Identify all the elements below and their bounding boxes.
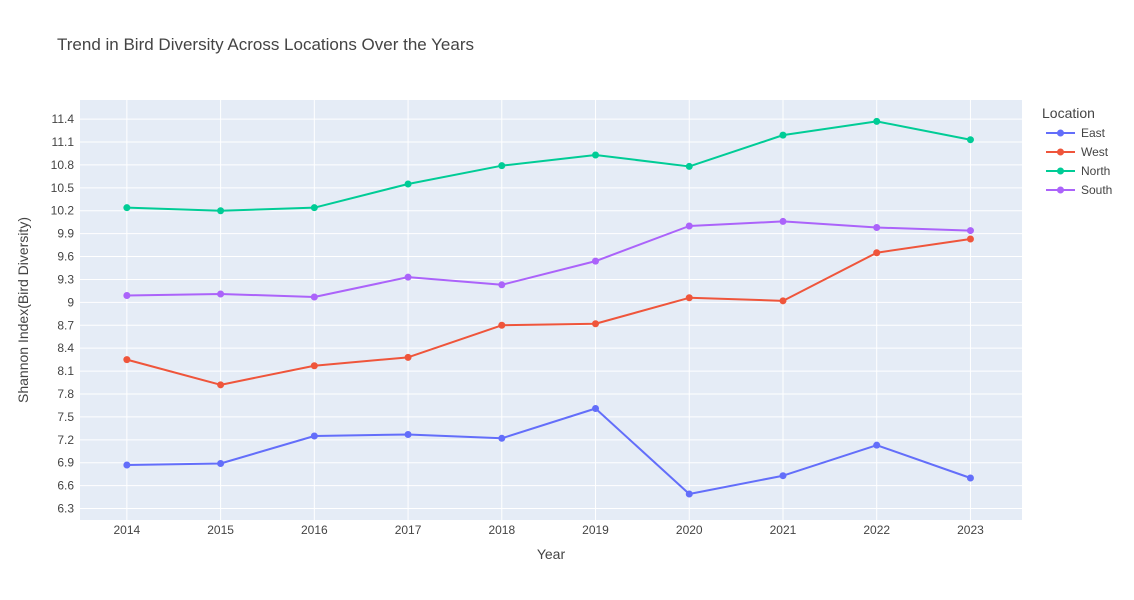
data-point[interactable] bbox=[217, 459, 225, 467]
data-point[interactable] bbox=[217, 207, 225, 215]
data-point[interactable] bbox=[123, 461, 131, 469]
y-tick-label: 8.7 bbox=[57, 318, 74, 332]
legend-item-east[interactable]: East bbox=[1046, 126, 1106, 140]
x-tick-label: 2022 bbox=[863, 523, 890, 537]
data-point[interactable] bbox=[592, 405, 600, 413]
series-south bbox=[123, 217, 974, 301]
data-point[interactable] bbox=[404, 180, 412, 188]
y-tick-label: 7.2 bbox=[57, 433, 74, 447]
x-axis-title: Year bbox=[537, 546, 566, 562]
data-point[interactable] bbox=[966, 235, 974, 243]
data-point[interactable] bbox=[310, 293, 318, 301]
legend-label: North bbox=[1081, 164, 1110, 178]
x-tick-label: 2014 bbox=[114, 523, 141, 537]
series-west bbox=[123, 235, 974, 389]
y-tick-label: 6.9 bbox=[57, 456, 74, 470]
legend-marker-icon bbox=[1057, 167, 1064, 175]
series-line bbox=[126, 220, 971, 299]
data-point[interactable] bbox=[498, 321, 506, 329]
legend-label: East bbox=[1081, 126, 1106, 140]
x-tick-label: 2017 bbox=[395, 523, 422, 537]
y-tick-label: 7.8 bbox=[57, 387, 74, 401]
data-point[interactable] bbox=[873, 249, 881, 257]
data-point[interactable] bbox=[123, 356, 131, 364]
y-tick-label: 8.4 bbox=[57, 341, 74, 355]
x-tick-label: 2018 bbox=[488, 523, 515, 537]
data-point[interactable] bbox=[404, 273, 412, 281]
series-line bbox=[126, 237, 971, 386]
data-point[interactable] bbox=[404, 353, 412, 361]
data-point[interactable] bbox=[685, 294, 693, 302]
data-point[interactable] bbox=[685, 490, 693, 498]
data-point[interactable] bbox=[498, 434, 506, 442]
gridlines bbox=[80, 100, 1022, 520]
data-point[interactable] bbox=[966, 227, 974, 235]
legend-item-west[interactable]: West bbox=[1046, 145, 1109, 159]
y-axis-title: Shannon Index(Bird Diversity) bbox=[15, 217, 31, 403]
y-tick-label: 11.1 bbox=[52, 135, 75, 149]
legend-marker-icon bbox=[1057, 148, 1064, 156]
legend-label: West bbox=[1081, 145, 1109, 159]
y-tick-label: 7.5 bbox=[57, 410, 74, 424]
series-north bbox=[123, 117, 974, 215]
data-point[interactable] bbox=[498, 162, 506, 170]
data-point[interactable] bbox=[779, 472, 787, 480]
data-point[interactable] bbox=[873, 224, 881, 232]
series-group bbox=[123, 117, 974, 498]
series-east bbox=[123, 405, 974, 498]
y-tick-label: 9.9 bbox=[57, 227, 74, 241]
data-point[interactable] bbox=[310, 204, 318, 212]
y-axis-ticks: 6.3 6.6 6.9 7.2 7.5 7.8 8.1 8.4 8.7 9 9.3 9.6 9.9 10.… bbox=[51, 112, 75, 515]
y-tick-label: 11.4 bbox=[52, 112, 75, 126]
data-point[interactable] bbox=[873, 441, 881, 449]
y-tick-label: 6.3 bbox=[57, 502, 74, 516]
x-tick-label: 2019 bbox=[582, 523, 609, 537]
x-tick-label: 2020 bbox=[676, 523, 703, 537]
legend: Location East West North South bbox=[1042, 105, 1112, 197]
y-tick-label: 10.5 bbox=[51, 181, 75, 195]
y-tick-label: 6.6 bbox=[57, 479, 74, 493]
data-point[interactable] bbox=[592, 320, 600, 328]
data-point[interactable] bbox=[217, 290, 225, 298]
data-point[interactable] bbox=[966, 136, 974, 144]
data-point[interactable] bbox=[592, 151, 600, 159]
data-point[interactable] bbox=[873, 117, 881, 125]
legend-item-north[interactable]: North bbox=[1046, 164, 1110, 178]
x-tick-label: 2023 bbox=[957, 523, 984, 537]
legend-marker-icon bbox=[1057, 129, 1064, 137]
data-point[interactable] bbox=[310, 432, 318, 440]
y-tick-label: 10.2 bbox=[51, 204, 75, 218]
legend-item-south[interactable]: South bbox=[1046, 183, 1112, 197]
data-point[interactable] bbox=[404, 430, 412, 438]
y-tick-label: 9 bbox=[67, 295, 74, 309]
data-point[interactable] bbox=[310, 362, 318, 370]
legend-marker-icon bbox=[1057, 186, 1064, 194]
y-tick-label: 8.1 bbox=[57, 364, 74, 378]
x-tick-label: 2021 bbox=[770, 523, 797, 537]
data-point[interactable] bbox=[217, 381, 225, 389]
data-point[interactable] bbox=[123, 291, 131, 299]
data-point[interactable] bbox=[779, 217, 787, 225]
data-point[interactable] bbox=[685, 222, 693, 230]
chart-title: Trend in Bird Diversity Across Locations… bbox=[57, 35, 474, 54]
y-tick-label: 9.6 bbox=[57, 250, 74, 264]
legend-label: South bbox=[1081, 183, 1112, 197]
legend-title: Location bbox=[1042, 105, 1095, 121]
x-tick-label: 2016 bbox=[301, 523, 328, 537]
data-point[interactable] bbox=[685, 162, 693, 170]
data-point[interactable] bbox=[592, 257, 600, 265]
data-point[interactable] bbox=[779, 131, 787, 139]
data-point[interactable] bbox=[123, 204, 131, 212]
data-point[interactable] bbox=[498, 281, 506, 289]
x-tick-label: 2015 bbox=[207, 523, 234, 537]
series-line bbox=[126, 120, 971, 212]
y-tick-label: 9.3 bbox=[57, 272, 74, 286]
x-axis-ticks: 2014 2015 2016 2017 2018 2019 2020 2021 2022 2023 bbox=[114, 523, 985, 537]
series-line bbox=[126, 407, 971, 496]
data-point[interactable] bbox=[779, 297, 787, 305]
data-point[interactable] bbox=[966, 474, 974, 482]
plot-area bbox=[80, 100, 1022, 520]
y-tick-label: 10.8 bbox=[51, 158, 75, 172]
